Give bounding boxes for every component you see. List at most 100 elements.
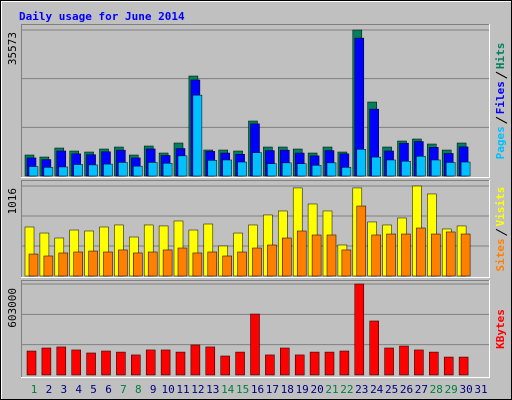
bar bbox=[341, 249, 352, 277]
bar bbox=[101, 350, 111, 376]
bar bbox=[220, 355, 230, 376]
x-tick-label: 30 bbox=[459, 383, 472, 396]
bar bbox=[86, 352, 96, 376]
x-tick-label: 16 bbox=[251, 383, 264, 396]
bar bbox=[369, 320, 379, 376]
bar bbox=[416, 156, 426, 177]
bar bbox=[386, 233, 396, 277]
bar bbox=[88, 250, 98, 277]
bar bbox=[207, 251, 218, 277]
bar bbox=[280, 347, 290, 376]
bar bbox=[282, 237, 292, 277]
x-tick-label: 19 bbox=[296, 383, 309, 396]
bar bbox=[356, 149, 367, 177]
x-tick-label: 31 bbox=[474, 383, 487, 396]
x-tick-label: 22 bbox=[340, 383, 353, 396]
legend-entry: Hits bbox=[494, 43, 507, 70]
bar bbox=[192, 252, 203, 277]
x-tick-label: 28 bbox=[430, 383, 443, 396]
x-tick-label: 26 bbox=[400, 383, 413, 396]
x-tick-label: 27 bbox=[415, 383, 428, 396]
bar bbox=[237, 161, 247, 177]
bar bbox=[88, 164, 98, 177]
bar bbox=[267, 163, 277, 177]
bar bbox=[71, 349, 81, 376]
bar bbox=[311, 234, 322, 277]
x-tick-label: 3 bbox=[60, 383, 67, 396]
bar bbox=[118, 249, 128, 277]
legend: Sites Visits bbox=[494, 187, 508, 271]
x-tick-label: 20 bbox=[310, 383, 323, 396]
legend-entry: Visits bbox=[494, 187, 507, 227]
x-tick-label: 2 bbox=[46, 383, 53, 396]
bar bbox=[341, 167, 352, 177]
x-tick-label: 7 bbox=[120, 383, 127, 396]
bar bbox=[371, 234, 381, 277]
bar bbox=[458, 356, 469, 376]
bar bbox=[43, 167, 54, 177]
x-tick-label: 4 bbox=[75, 383, 82, 396]
x-tick-label: 13 bbox=[206, 383, 219, 396]
bar bbox=[460, 233, 471, 277]
bar bbox=[282, 162, 292, 177]
x-tick-label: 6 bbox=[105, 383, 112, 396]
bar bbox=[267, 244, 277, 277]
legend-separator bbox=[495, 116, 508, 124]
bar bbox=[58, 166, 69, 177]
bar bbox=[326, 162, 337, 177]
y-tick-label: 35573 bbox=[6, 32, 19, 65]
bar bbox=[207, 160, 218, 177]
x-tick-label: 9 bbox=[150, 383, 157, 396]
bar bbox=[58, 252, 69, 277]
bar bbox=[399, 345, 409, 376]
bar bbox=[26, 350, 37, 376]
bar bbox=[56, 346, 67, 376]
bar bbox=[326, 234, 337, 277]
bar bbox=[431, 159, 441, 177]
bar bbox=[250, 313, 260, 376]
bar bbox=[237, 251, 247, 277]
bar bbox=[429, 351, 439, 376]
x-tick-label: 29 bbox=[445, 383, 458, 396]
bar bbox=[296, 163, 307, 177]
legend-entry: Pages bbox=[494, 126, 507, 159]
legend-entry: Sites bbox=[494, 238, 507, 271]
bar bbox=[160, 349, 171, 376]
bar bbox=[118, 162, 128, 177]
legend-entry: KBytes bbox=[494, 309, 507, 349]
bar bbox=[190, 344, 201, 376]
x-tick-label: 10 bbox=[161, 383, 174, 396]
x-tick-label: 15 bbox=[236, 383, 249, 396]
bar bbox=[131, 354, 141, 376]
x-tick-label: 25 bbox=[385, 383, 398, 396]
bar bbox=[28, 166, 39, 177]
x-tick-label: 18 bbox=[281, 383, 294, 396]
bar bbox=[205, 346, 216, 376]
bar bbox=[177, 247, 188, 277]
legend: Pages Files Hits bbox=[494, 43, 508, 159]
bar bbox=[401, 233, 411, 277]
bar bbox=[416, 227, 426, 277]
bar bbox=[145, 349, 156, 376]
bar bbox=[356, 205, 367, 277]
bar bbox=[41, 347, 52, 376]
bar bbox=[252, 247, 262, 277]
bar bbox=[116, 351, 126, 376]
bar bbox=[339, 350, 350, 376]
bar bbox=[147, 162, 158, 177]
x-tick-label: 21 bbox=[325, 383, 338, 396]
y-tick-label: 603000 bbox=[6, 288, 19, 328]
legend-separator bbox=[495, 228, 508, 236]
legend: KBytes bbox=[494, 309, 507, 349]
x-tick-label: 23 bbox=[355, 383, 368, 396]
bar bbox=[309, 351, 320, 376]
bar bbox=[235, 351, 245, 376]
bar bbox=[73, 164, 83, 177]
bar bbox=[162, 249, 173, 277]
bar bbox=[296, 230, 307, 277]
bar bbox=[265, 354, 275, 376]
bar bbox=[386, 159, 396, 177]
legend-entry: Files bbox=[494, 81, 507, 114]
x-tick-label: 14 bbox=[221, 383, 235, 396]
x-tick-label: 1 bbox=[31, 383, 38, 396]
